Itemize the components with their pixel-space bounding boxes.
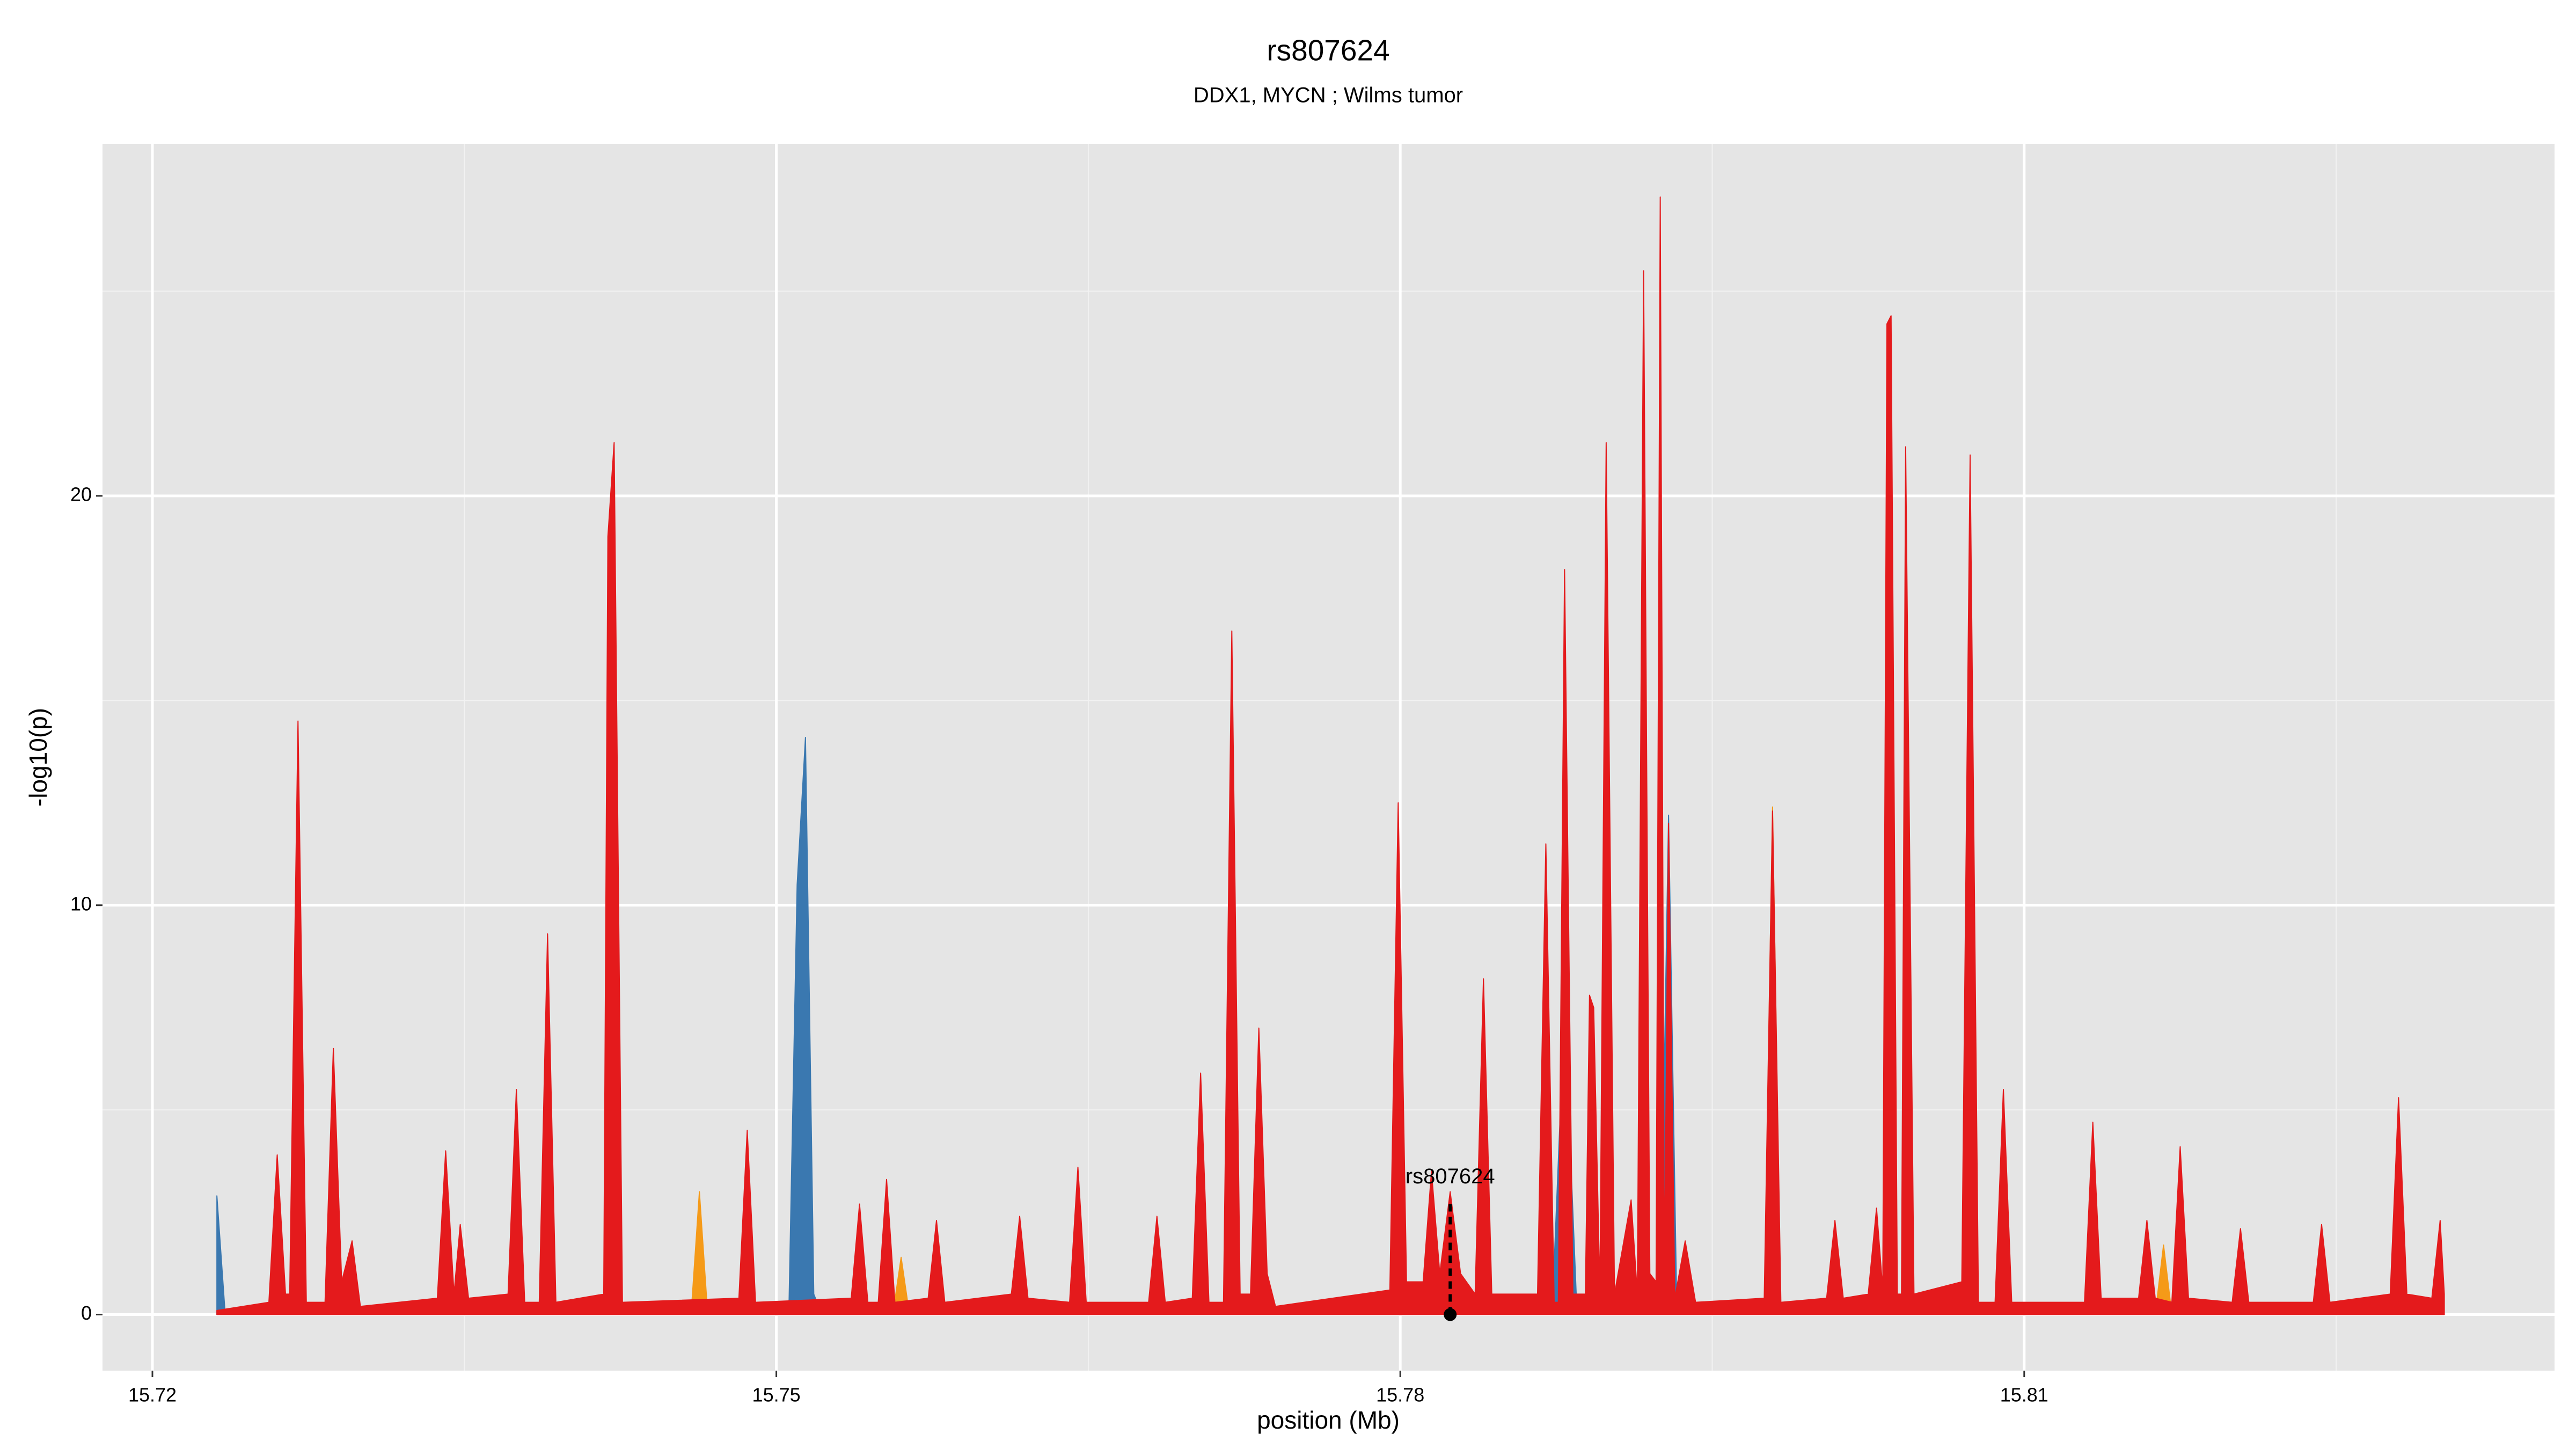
y-axis-title: -log10(p)	[24, 708, 52, 807]
annotation-point	[1444, 1308, 1457, 1321]
annotation-label: rs807624	[1406, 1165, 1495, 1188]
y-tick-label: 0	[81, 1302, 92, 1324]
x-tick-label: 15.81	[2000, 1384, 2048, 1406]
x-tick-label: 15.72	[128, 1384, 177, 1406]
x-axis-title: position (Mb)	[1257, 1406, 1400, 1434]
area	[216, 196, 2445, 1315]
chart-title: rs807624	[1267, 34, 1389, 67]
y-tick-label: 10	[70, 892, 92, 914]
x-tick-label: 15.75	[752, 1384, 801, 1406]
chart-subtitle: DDX1, MYCN ; Wilms tumor	[1194, 84, 1463, 107]
y-tick-label: 20	[70, 483, 92, 505]
x-tick-label: 15.78	[1376, 1384, 1424, 1406]
plot-panel	[103, 144, 2555, 1371]
